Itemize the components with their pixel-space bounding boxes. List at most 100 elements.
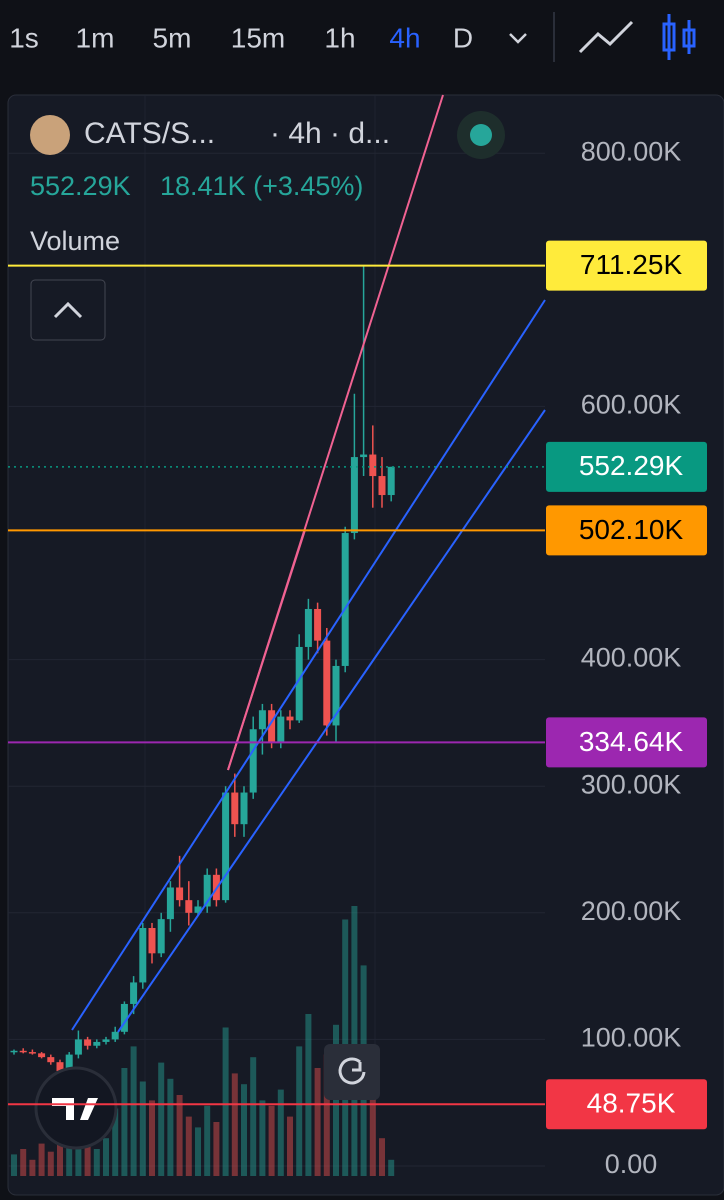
price-label-bg: [546, 240, 707, 291]
candle-body: [222, 792, 230, 901]
volume-bar: [112, 1108, 119, 1176]
candle-body: [176, 887, 184, 901]
candle-body: [148, 927, 156, 954]
volume-bar: [259, 1100, 266, 1176]
price-label: 711.25K: [580, 249, 683, 280]
candle-body: [19, 1050, 27, 1053]
price-label-bg: [546, 441, 707, 492]
candle-body: [323, 640, 331, 726]
status-dot: [470, 124, 492, 146]
volume-bar: [149, 1100, 155, 1176]
volume-bar: [185, 1116, 192, 1176]
volume-bar: [268, 1105, 275, 1176]
candle-body: [314, 608, 322, 641]
candle-body: [194, 906, 202, 913]
volume-bar: [250, 1057, 257, 1176]
candle-body: [84, 1039, 92, 1046]
candle-body: [157, 919, 165, 954]
volume-bar: [167, 1078, 174, 1176]
volume-bar: [204, 1105, 211, 1176]
timeframe[interactable]: 15m: [231, 22, 285, 53]
volume-bar: [47, 1151, 54, 1176]
collapse-button[interactable]: [30, 279, 106, 341]
price-label-bg: [546, 717, 707, 768]
volume-bar: [222, 1027, 229, 1176]
interval: · 4h · d...: [270, 117, 390, 150]
candle-body: [56, 1062, 64, 1072]
collapse-icon: [53, 301, 83, 319]
volume-bar: [388, 1159, 395, 1176]
timeframe[interactable]: 4h: [389, 22, 420, 53]
y-tick-label: 200.00K: [581, 896, 682, 926]
candle-body: [369, 454, 377, 477]
volume-bar: [287, 1116, 293, 1176]
timeframe[interactable]: 1h: [324, 22, 355, 53]
candle-body: [130, 982, 138, 1004]
volume-label: Volume: [30, 226, 120, 256]
reset-icon: [338, 1057, 366, 1085]
volume-bar: [305, 1014, 312, 1176]
candle-body: [332, 665, 340, 726]
y-tick-label: 0.00: [605, 1149, 658, 1179]
price-label-bg: [546, 1079, 707, 1130]
candle-body: [203, 874, 211, 907]
candle-body: [65, 1054, 73, 1072]
volume-bar: [20, 1149, 27, 1176]
symbol[interactable]: CATS/S...: [84, 117, 215, 150]
price-label: 502.10K: [579, 514, 684, 545]
candle-body: [139, 927, 147, 983]
timeframe[interactable]: 1m: [76, 22, 115, 53]
candle-body: [268, 710, 276, 742]
volume-bar: [323, 1054, 330, 1176]
volume-bar: [84, 1143, 91, 1176]
line-chart-icon[interactable]: [578, 20, 634, 54]
volume-bar: [333, 1024, 339, 1176]
candle-icon[interactable]: [662, 14, 696, 60]
volume-bar: [130, 1046, 137, 1176]
candle-body: [120, 1003, 128, 1032]
price-label: 552.29K: [579, 450, 684, 481]
timeframe[interactable]: 1s: [9, 22, 39, 53]
candle-body: [47, 1057, 55, 1063]
timeframe[interactable]: 5m: [153, 22, 192, 53]
volume-bar: [213, 1122, 220, 1176]
volume-bar: [296, 1046, 303, 1176]
volume-bar: [195, 1127, 201, 1176]
price-label: 334.64K: [579, 726, 684, 757]
candle-body: [249, 729, 257, 793]
volume-bar: [29, 1159, 36, 1176]
y-tick-label: 600.00K: [581, 390, 682, 420]
candle-body: [93, 1041, 101, 1046]
volume-bar: [314, 1068, 321, 1176]
reset-button[interactable]: [324, 1044, 380, 1100]
candle-body: [111, 1031, 119, 1040]
volume-bar: [176, 1095, 183, 1176]
volume-bar: [158, 1062, 165, 1176]
y-tick-label: 800.00K: [581, 136, 682, 166]
volume-bar: [277, 1089, 284, 1176]
candle-body: [286, 716, 294, 721]
candle-body: [258, 710, 266, 730]
candle-body: [240, 792, 248, 825]
candle-body: [166, 887, 174, 920]
price-label-bg: [546, 505, 707, 556]
dropdown-icon[interactable]: [509, 33, 527, 44]
timeframe[interactable]: D: [453, 22, 473, 53]
candle-body: [102, 1039, 110, 1042]
candle-body: [378, 476, 386, 496]
volume-bar: [11, 1154, 17, 1176]
volume-bar: [75, 1127, 82, 1176]
price: 552.29K: [30, 171, 131, 201]
volume-bar: [351, 906, 358, 1176]
price-label: 48.75K: [587, 1088, 676, 1119]
tv-logo[interactable]: [34, 1066, 118, 1150]
candle-body: [74, 1039, 82, 1055]
candle-body: [185, 900, 193, 913]
trend-lines: [71, 94, 546, 1033]
candle-body: [231, 792, 239, 825]
y-tick-label: 400.00K: [581, 643, 682, 673]
volume-bar: [231, 1073, 238, 1176]
candle-body: [28, 1052, 36, 1054]
volume-bar: [121, 1068, 128, 1176]
candle-body: [387, 466, 395, 496]
